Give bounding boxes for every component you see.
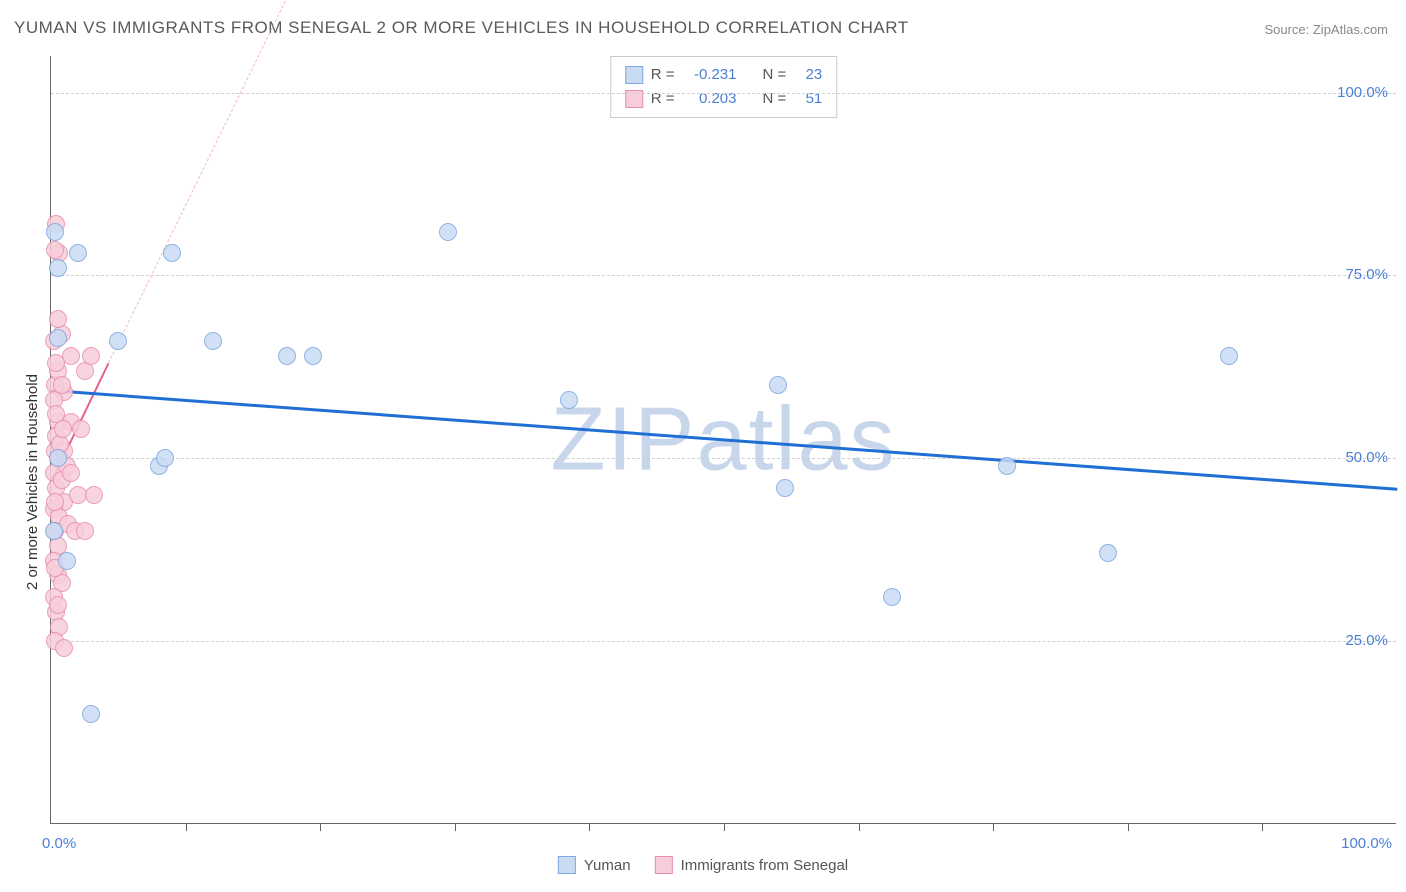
gridline	[51, 275, 1396, 276]
legend-item-yuman: Yuman	[558, 856, 631, 874]
y-tick-label: 75.0%	[1345, 266, 1388, 283]
point-senegal	[62, 464, 80, 482]
point-senegal	[47, 354, 65, 372]
point-yuman	[163, 244, 181, 262]
stats-r-value: 0.203	[683, 87, 737, 111]
point-senegal	[49, 596, 67, 614]
legend-label-yuman: Yuman	[584, 857, 631, 874]
point-yuman	[58, 552, 76, 570]
point-senegal	[46, 241, 64, 259]
point-senegal	[82, 347, 100, 365]
point-yuman	[776, 479, 794, 497]
point-senegal	[46, 493, 64, 511]
point-yuman	[560, 391, 578, 409]
stats-n-value: 23	[794, 63, 822, 87]
point-senegal	[76, 522, 94, 540]
bottom-legend: Yuman Immigrants from Senegal	[558, 856, 848, 874]
point-yuman	[1220, 347, 1238, 365]
point-yuman	[156, 449, 174, 467]
point-yuman	[1099, 544, 1117, 562]
point-yuman	[109, 332, 127, 350]
gridline	[51, 458, 1396, 459]
chart-title: YUMAN VS IMMIGRANTS FROM SENEGAL 2 OR MO…	[14, 18, 909, 38]
y-tick-label: 50.0%	[1345, 449, 1388, 466]
point-senegal	[85, 486, 103, 504]
gridline	[51, 641, 1396, 642]
stats-r-value: -0.231	[683, 63, 737, 87]
point-yuman	[45, 522, 63, 540]
point-senegal	[49, 310, 67, 328]
x-tick	[186, 823, 187, 831]
point-yuman	[49, 259, 67, 277]
point-senegal	[55, 639, 73, 657]
gridline	[51, 93, 1396, 94]
x-tick	[859, 823, 860, 831]
x-tick	[993, 823, 994, 831]
scatter-chart: ZIPatlas R =-0.231N =23R =0.203N =51 25.…	[50, 56, 1396, 824]
point-yuman	[769, 376, 787, 394]
stats-row-senegal: R = 0.203 N = 51	[625, 87, 823, 111]
stats-n-label: N =	[763, 63, 787, 87]
trend-senegal-ext	[108, 0, 295, 364]
y-tick-label: 100.0%	[1337, 84, 1388, 101]
stats-legend-box: R = -0.231 N = 23 R = 0.203 N = 51	[610, 56, 838, 118]
x-tick	[589, 823, 590, 831]
x-axis-min-label: 0.0%	[42, 835, 76, 852]
point-senegal	[54, 420, 72, 438]
stats-r-label: R =	[651, 87, 675, 111]
source-label: Source: ZipAtlas.com	[1264, 22, 1388, 37]
x-tick	[1262, 823, 1263, 831]
legend-item-senegal: Immigrants from Senegal	[655, 856, 849, 874]
x-tick	[455, 823, 456, 831]
point-yuman	[278, 347, 296, 365]
x-tick	[1128, 823, 1129, 831]
point-yuman	[304, 347, 322, 365]
x-tick	[724, 823, 725, 831]
stats-n-value: 51	[794, 87, 822, 111]
stats-row-yuman: R = -0.231 N = 23	[625, 63, 823, 87]
point-yuman	[998, 457, 1016, 475]
stats-swatch-yuman	[625, 66, 643, 84]
point-yuman	[46, 223, 64, 241]
point-yuman	[49, 449, 67, 467]
point-yuman	[82, 705, 100, 723]
point-yuman	[49, 329, 67, 347]
point-senegal	[72, 420, 90, 438]
point-yuman	[69, 244, 87, 262]
point-yuman	[883, 588, 901, 606]
point-yuman	[439, 223, 457, 241]
y-axis-label: 2 or more Vehicles in Household	[24, 374, 41, 590]
legend-swatch-yuman	[558, 856, 576, 874]
legend-label-senegal: Immigrants from Senegal	[681, 857, 849, 874]
x-tick	[320, 823, 321, 831]
stats-r-label: R =	[651, 63, 675, 87]
legend-swatch-senegal	[655, 856, 673, 874]
stats-n-label: N =	[763, 87, 787, 111]
y-tick-label: 25.0%	[1345, 632, 1388, 649]
point-yuman	[204, 332, 222, 350]
x-axis-max-label: 100.0%	[1341, 835, 1392, 852]
